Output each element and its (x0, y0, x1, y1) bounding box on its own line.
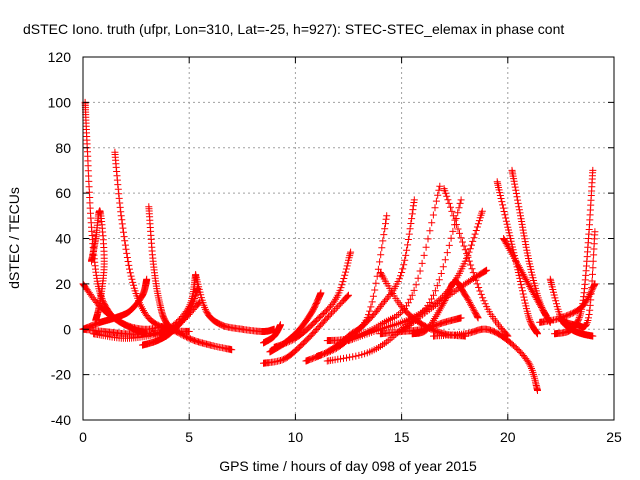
series-arc-32 (536, 280, 599, 326)
series-arc-14 (270, 248, 355, 351)
y-axis-label: dSTEC / TECUs (6, 187, 22, 289)
series-arc-28 (500, 235, 550, 320)
y-tick-label: -40 (51, 412, 71, 428)
grid (83, 57, 614, 420)
x-tick-label: 10 (288, 429, 304, 445)
y-tick-label: 20 (55, 276, 71, 292)
x-tick-label: 5 (185, 429, 193, 445)
series-arc-24 (440, 185, 512, 340)
x-tick-label: 25 (606, 429, 622, 445)
y-tick-label: 60 (55, 185, 71, 201)
data-series (79, 98, 599, 394)
series-arc-06 (111, 148, 193, 335)
y-tick-label: 100 (48, 94, 72, 110)
series-arc-11 (260, 321, 284, 347)
x-tick-label: 15 (394, 429, 410, 445)
x-axis-label: GPS time / hours of day 098 of year 2015 (219, 458, 477, 474)
series-arc-10 (90, 298, 204, 342)
y-tick-label: 120 (48, 49, 72, 65)
series-arc-27 (508, 166, 554, 326)
series-arc-04 (88, 207, 108, 324)
series-arc-13 (260, 291, 352, 367)
y-tick-label: -20 (51, 367, 71, 383)
series-arc-17 (323, 182, 444, 345)
series-arc-23 (408, 278, 482, 338)
x-tick-label: 0 (79, 429, 87, 445)
chart-title: dSTEC Iono. truth (ufpr, Lon=310, Lat=-2… (23, 21, 564, 37)
y-tick-label: 80 (55, 140, 71, 156)
axis-ticks: 0 5 10 15 20 25 -40 -20 0 20 40 60 80 100 120 (48, 49, 622, 445)
series-arc-25 (430, 325, 541, 394)
y-tick-label: 40 (55, 231, 71, 247)
y-tick-label: 0 (63, 321, 71, 337)
series-arc-09 (192, 271, 278, 335)
x-tick-label: 20 (500, 429, 516, 445)
